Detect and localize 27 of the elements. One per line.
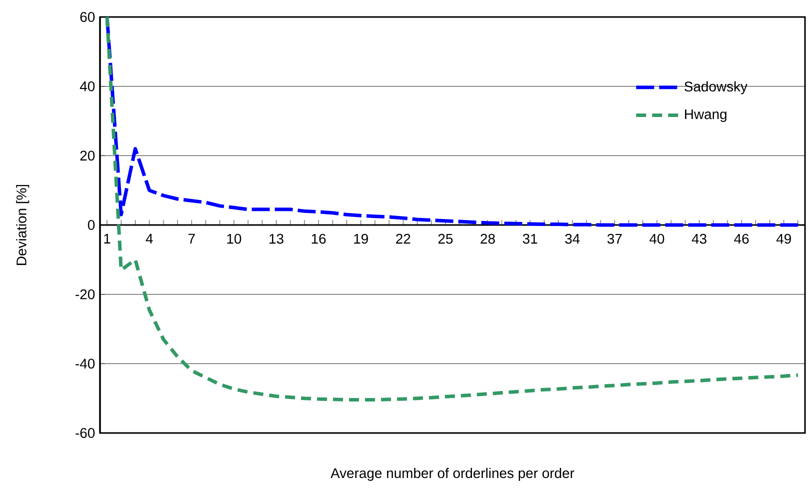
x-tick-label: 46 (734, 234, 749, 244)
x-tick-label: 49 (776, 234, 791, 244)
x-tick-label: 16 (312, 234, 326, 244)
x-tick-label: 19 (354, 234, 368, 244)
x-tick-label: 31 (522, 234, 538, 244)
y-tick-label: -40 (76, 358, 95, 369)
x-axis-title: Average number of orderlines per order (330, 468, 574, 481)
x-tick-label: 13 (270, 234, 284, 244)
x-tick-label: 22 (396, 234, 410, 244)
x-tick-label: 25 (438, 234, 453, 244)
x-tick-label: 4 (146, 234, 153, 244)
x-tick-label: 1 (104, 234, 110, 244)
legend-label: Hwang (685, 109, 726, 122)
y-tick-label: 60 (80, 12, 95, 22)
x-tick-label: 28 (480, 234, 495, 244)
y-tick-label: 20 (80, 150, 95, 161)
y-tick-label: 40 (80, 81, 95, 92)
x-tick-label: 37 (607, 234, 622, 244)
x-tick-label: 34 (565, 234, 580, 244)
y-tick-label: -60 (76, 428, 95, 438)
x-tick-label: 43 (692, 234, 706, 244)
x-tick-label: 7 (188, 234, 195, 244)
x-tick-label: 40 (650, 234, 664, 244)
y-tick-label: 0 (88, 220, 95, 230)
y-axis-title: Deviation [%] (16, 184, 30, 265)
x-tick-label: 10 (227, 234, 242, 244)
y-tick-label: -20 (76, 289, 95, 300)
